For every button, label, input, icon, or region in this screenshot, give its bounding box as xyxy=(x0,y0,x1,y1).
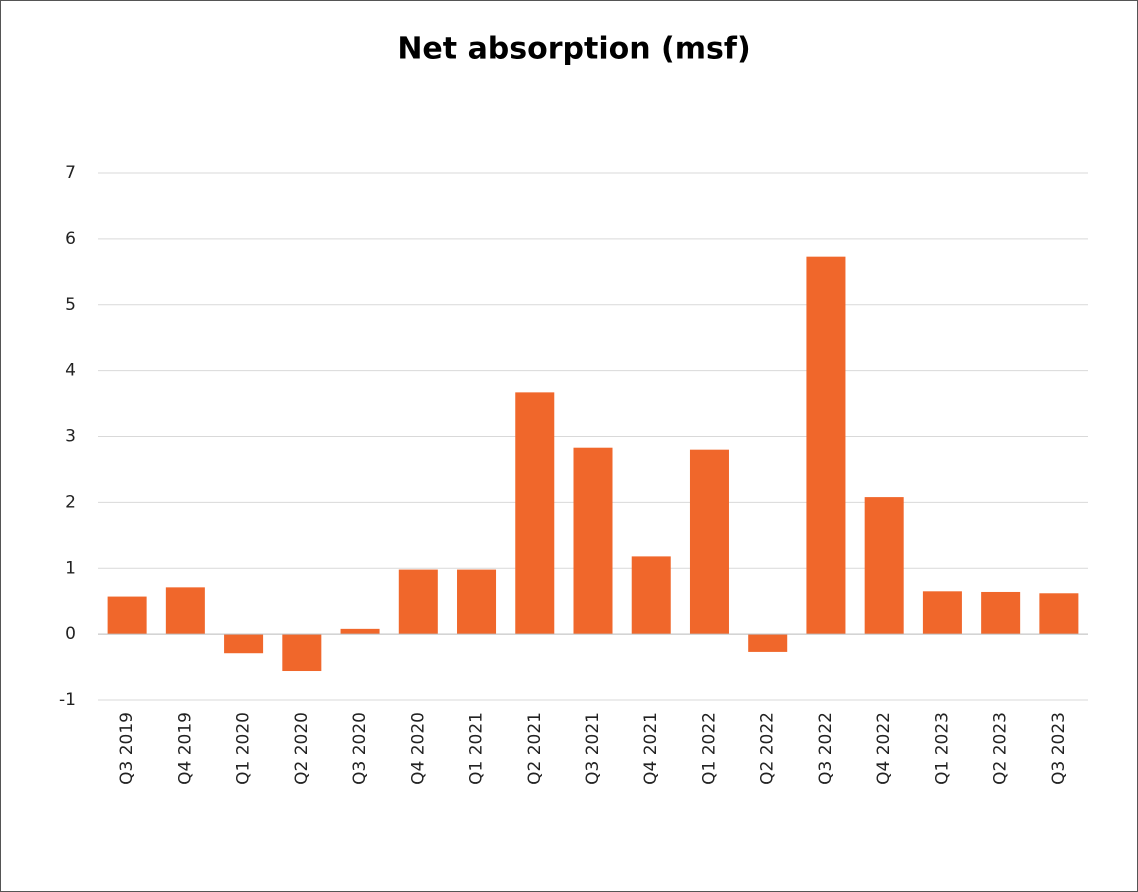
x-tick-label: Q1 2023 xyxy=(932,712,952,785)
bar xyxy=(340,628,380,635)
x-tick-label: Q2 2021 xyxy=(525,712,545,785)
y-tick-label: 4 xyxy=(65,361,76,381)
bar xyxy=(689,449,729,635)
bar xyxy=(515,392,555,635)
y-tick-label: 6 xyxy=(65,229,76,249)
bar xyxy=(457,569,497,635)
bar xyxy=(806,256,846,635)
x-tick-label: Q1 2020 xyxy=(234,712,254,785)
bar xyxy=(1039,593,1079,635)
bar xyxy=(573,447,613,635)
x-tick-label: Q3 2019 xyxy=(117,712,137,785)
x-tick-label: Q2 2023 xyxy=(991,712,1011,785)
chart-title: Net absorption (msf) xyxy=(397,32,750,67)
x-tick-label: Q3 2021 xyxy=(583,712,603,785)
y-tick-label: 1 xyxy=(65,558,76,578)
y-tick-label: 3 xyxy=(65,427,76,447)
x-tick-label: Q1 2022 xyxy=(699,712,719,785)
x-tick-label: Q4 2022 xyxy=(874,712,894,785)
bar xyxy=(398,569,438,635)
bar xyxy=(165,587,205,635)
bar xyxy=(107,596,147,635)
bar xyxy=(631,556,671,635)
y-tick-label: 5 xyxy=(65,295,76,315)
y-tick-label: -1 xyxy=(59,690,76,710)
x-tick-label: Q3 2020 xyxy=(350,712,370,785)
bar xyxy=(224,634,264,654)
y-tick-label: 7 xyxy=(65,163,76,183)
x-tick-label: Q3 2023 xyxy=(1049,712,1069,785)
x-tick-label: Q4 2021 xyxy=(641,712,661,785)
y-tick-label: 2 xyxy=(65,492,76,512)
x-tick-label: Q1 2021 xyxy=(467,712,487,785)
x-tick-label: Q4 2020 xyxy=(408,712,428,785)
bar xyxy=(748,634,788,652)
bar xyxy=(864,497,904,635)
bar xyxy=(922,591,962,635)
y-tick-label: 0 xyxy=(65,624,76,644)
x-tick-label: Q2 2020 xyxy=(292,712,312,785)
x-tick-label: Q2 2022 xyxy=(758,712,778,785)
x-tick-label: Q4 2019 xyxy=(175,712,195,785)
bar xyxy=(981,591,1021,635)
bar xyxy=(282,634,322,672)
x-tick-label: Q3 2022 xyxy=(816,712,836,785)
